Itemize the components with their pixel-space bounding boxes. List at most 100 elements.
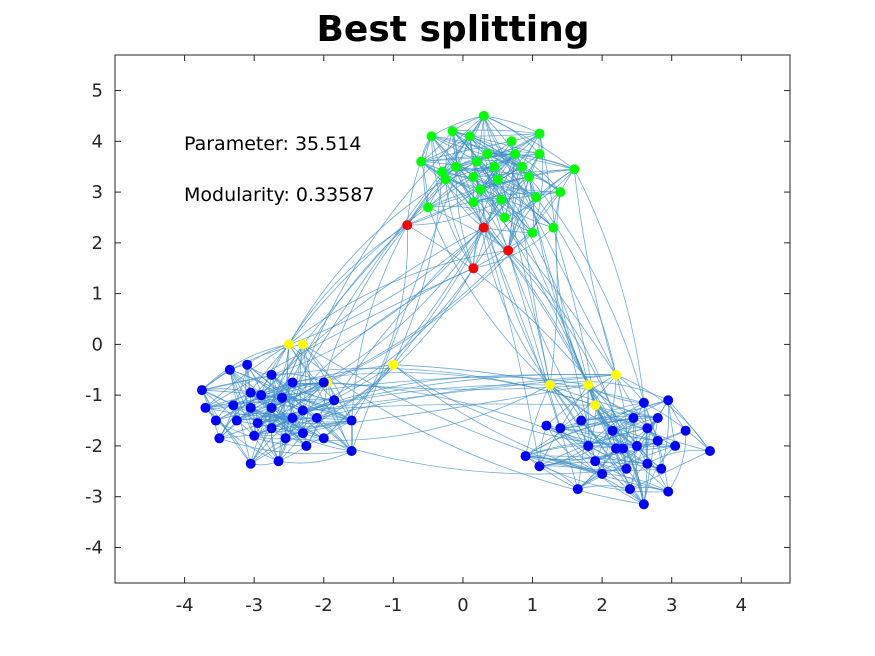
modularity-annotation: Modularity: 0.33587 — [184, 184, 374, 206]
node-blue — [555, 423, 566, 434]
node-blue — [273, 456, 284, 467]
graph-edge — [546, 374, 617, 426]
node-blue — [200, 402, 211, 413]
graph-edge — [452, 130, 540, 155]
y-tick-label: 1 — [92, 284, 103, 305]
node-blue — [318, 377, 329, 388]
graph-edge — [667, 430, 687, 492]
node-blue — [196, 385, 207, 396]
node-blue — [638, 397, 649, 408]
node-blue — [652, 435, 663, 446]
graph-edge — [427, 153, 540, 208]
x-tick-label: -1 — [384, 595, 402, 616]
node-blue — [329, 395, 340, 406]
graph-edge — [441, 171, 509, 251]
node-blue — [642, 458, 653, 469]
graph-edge — [560, 427, 627, 470]
graph-edge — [643, 402, 669, 492]
node-green — [471, 156, 482, 167]
node-blue — [590, 456, 601, 467]
graph-edge — [351, 136, 471, 452]
y-tick-label: 2 — [92, 233, 103, 254]
node-green — [447, 126, 458, 137]
node-yellow — [283, 339, 294, 350]
graph-edge — [476, 161, 589, 386]
node-blue — [670, 440, 681, 451]
graph-edge — [587, 399, 669, 447]
graph-edge — [515, 153, 575, 170]
graph-edge — [268, 374, 279, 462]
figure-title: Best splitting — [316, 9, 589, 50]
node-green — [499, 212, 510, 223]
node-blue — [297, 405, 308, 416]
node-blue — [346, 415, 357, 426]
graph-edge — [288, 250, 509, 345]
graph-edge — [421, 140, 512, 163]
graph-edge — [532, 133, 544, 233]
node-green — [527, 227, 538, 238]
graph-edge — [302, 403, 596, 411]
graph-edge — [581, 399, 669, 421]
graph-edge — [316, 374, 617, 419]
node-blue — [318, 433, 329, 444]
node-green — [534, 128, 545, 139]
graph-edge — [407, 153, 516, 226]
graph-edge — [483, 176, 530, 228]
graph-edge — [452, 129, 540, 135]
node-blue — [214, 433, 225, 444]
node-yellow — [388, 359, 399, 370]
graph-edge — [580, 420, 645, 505]
graph-edge — [587, 384, 627, 469]
node-blue — [245, 458, 256, 469]
graph-edge — [278, 450, 352, 464]
node-blue — [704, 446, 715, 456]
graph-edge — [306, 227, 485, 447]
node-green — [440, 174, 451, 185]
y-tick-label: 3 — [92, 182, 103, 203]
node-blue — [611, 443, 622, 454]
y-tick-label: -2 — [85, 436, 103, 457]
graph-edge — [327, 191, 561, 383]
graph-edge — [473, 227, 554, 269]
graph-edge — [632, 417, 645, 505]
graph-edge — [236, 420, 352, 428]
graph-edge — [483, 227, 540, 467]
node-blue — [245, 402, 256, 413]
graph-edge — [219, 437, 352, 455]
graph-edge — [250, 410, 304, 464]
node-blue — [280, 433, 291, 444]
node-blue — [287, 413, 298, 423]
node-blue — [311, 413, 322, 423]
graph-edge — [271, 374, 304, 434]
x-tick-label: -4 — [176, 595, 194, 616]
graph-edge — [514, 153, 561, 193]
graph-edge — [629, 450, 711, 490]
graph-edge — [483, 227, 579, 490]
node-yellow — [590, 400, 601, 411]
node-green — [506, 136, 517, 147]
node-green — [475, 184, 486, 195]
node-blue — [266, 402, 277, 413]
node-blue — [252, 418, 263, 429]
node-blue — [576, 415, 587, 426]
graph-edge — [271, 407, 324, 439]
node-red — [478, 222, 489, 233]
graph-edge — [316, 364, 394, 419]
graph-edge — [302, 268, 474, 411]
node-green — [489, 161, 500, 172]
node-green — [426, 131, 437, 142]
node-red — [503, 245, 514, 256]
x-tick-label: 1 — [527, 595, 538, 616]
parameter-annotation: Parameter: 35.514 — [184, 133, 361, 155]
graph-edge — [587, 445, 648, 465]
graph-edge — [560, 415, 658, 429]
node-green — [510, 149, 521, 159]
node-blue — [228, 400, 239, 411]
node-blue — [652, 413, 663, 423]
node-blue — [266, 423, 277, 434]
node-blue — [287, 377, 298, 388]
node-blue — [301, 440, 312, 451]
graph-edge — [573, 169, 617, 375]
graph-edge — [282, 397, 352, 421]
